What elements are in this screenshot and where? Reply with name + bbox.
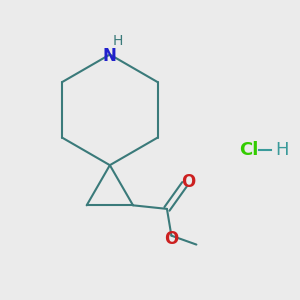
- Text: H: H: [275, 141, 288, 159]
- Text: Cl: Cl: [239, 141, 259, 159]
- Text: N: N: [103, 47, 117, 65]
- Text: O: O: [181, 173, 196, 191]
- Text: H: H: [113, 34, 123, 48]
- Text: O: O: [164, 230, 178, 248]
